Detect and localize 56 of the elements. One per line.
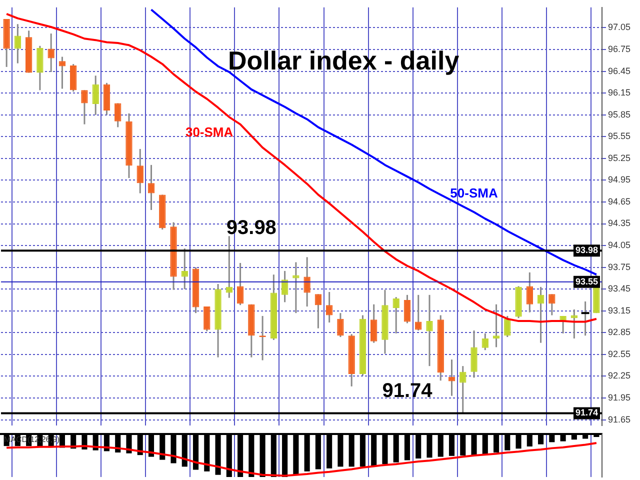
- candlestick: [236, 262, 244, 306]
- candlestick: [114, 102, 122, 128]
- candlestick: [326, 291, 333, 324]
- y-tick-label: 91.95: [608, 392, 631, 402]
- candlestick: [370, 304, 378, 344]
- y-tick-label: 94.05: [608, 240, 631, 250]
- candlestick: [482, 332, 488, 351]
- candlestick: [470, 330, 478, 378]
- y-tick-label: 92.25: [608, 370, 631, 381]
- y-tick-label: 91.65: [608, 414, 631, 424]
- candlestick: [181, 248, 188, 290]
- candlestick: [548, 293, 556, 316]
- candlestick: [36, 45, 44, 91]
- y-tick-label: 97.05: [608, 22, 631, 32]
- candlestick: [204, 306, 210, 332]
- y-tick-label: 96.75: [608, 44, 631, 54]
- candlestick: [58, 56, 66, 90]
- candlestick: [136, 148, 144, 194]
- y-tick-label: 95.55: [608, 131, 631, 142]
- candlestick: [492, 304, 500, 348]
- candlestick: [537, 286, 544, 344]
- candlestick: [148, 164, 155, 211]
- candlestick: [415, 294, 422, 332]
- candlestick: [14, 23, 22, 64]
- y-tick-label: 96.15: [608, 88, 631, 98]
- candlestick: [504, 315, 511, 338]
- ref-line-label: 93.55: [575, 276, 598, 286]
- candlestick: [460, 365, 466, 414]
- candlestick: [337, 312, 344, 338]
- chart-title: MACD(12,26,9): [4, 435, 60, 444]
- y-tick-label: 94.95: [608, 174, 631, 185]
- y-tick-label: 94.35: [608, 218, 631, 228]
- y-tick-label: 93.75: [608, 262, 631, 272]
- y-tick-label: 95.25: [608, 152, 631, 163]
- y-tick-label: 93.15: [608, 305, 631, 316]
- candlestick: [526, 272, 533, 314]
- candlestick: [92, 74, 99, 116]
- y-tick-label: 93.45: [608, 284, 631, 294]
- y-tick-label: 92.85: [608, 327, 631, 338]
- y-tick-label: 92.55: [608, 348, 631, 359]
- ref-line-label: 93.98: [575, 245, 598, 256]
- ref-line-label: 91.74: [575, 408, 598, 418]
- candlestick: [426, 294, 433, 367]
- candlestick: [314, 293, 322, 330]
- candlestick: [304, 256, 310, 308]
- candlestick: [70, 63, 77, 92]
- candlestick: [81, 89, 88, 126]
- candlestick: [570, 308, 578, 340]
- candlestick: [448, 358, 456, 397]
- candlestick: [404, 294, 411, 324]
- y-tick-label: 95.85: [608, 109, 631, 120]
- candlestick: [281, 270, 288, 303]
- y-tick-label: 94.65: [608, 196, 631, 206]
- candlestick: [48, 32, 54, 73]
- y-tick-label: 96.45: [608, 66, 631, 76]
- candlestick: [392, 296, 400, 334]
